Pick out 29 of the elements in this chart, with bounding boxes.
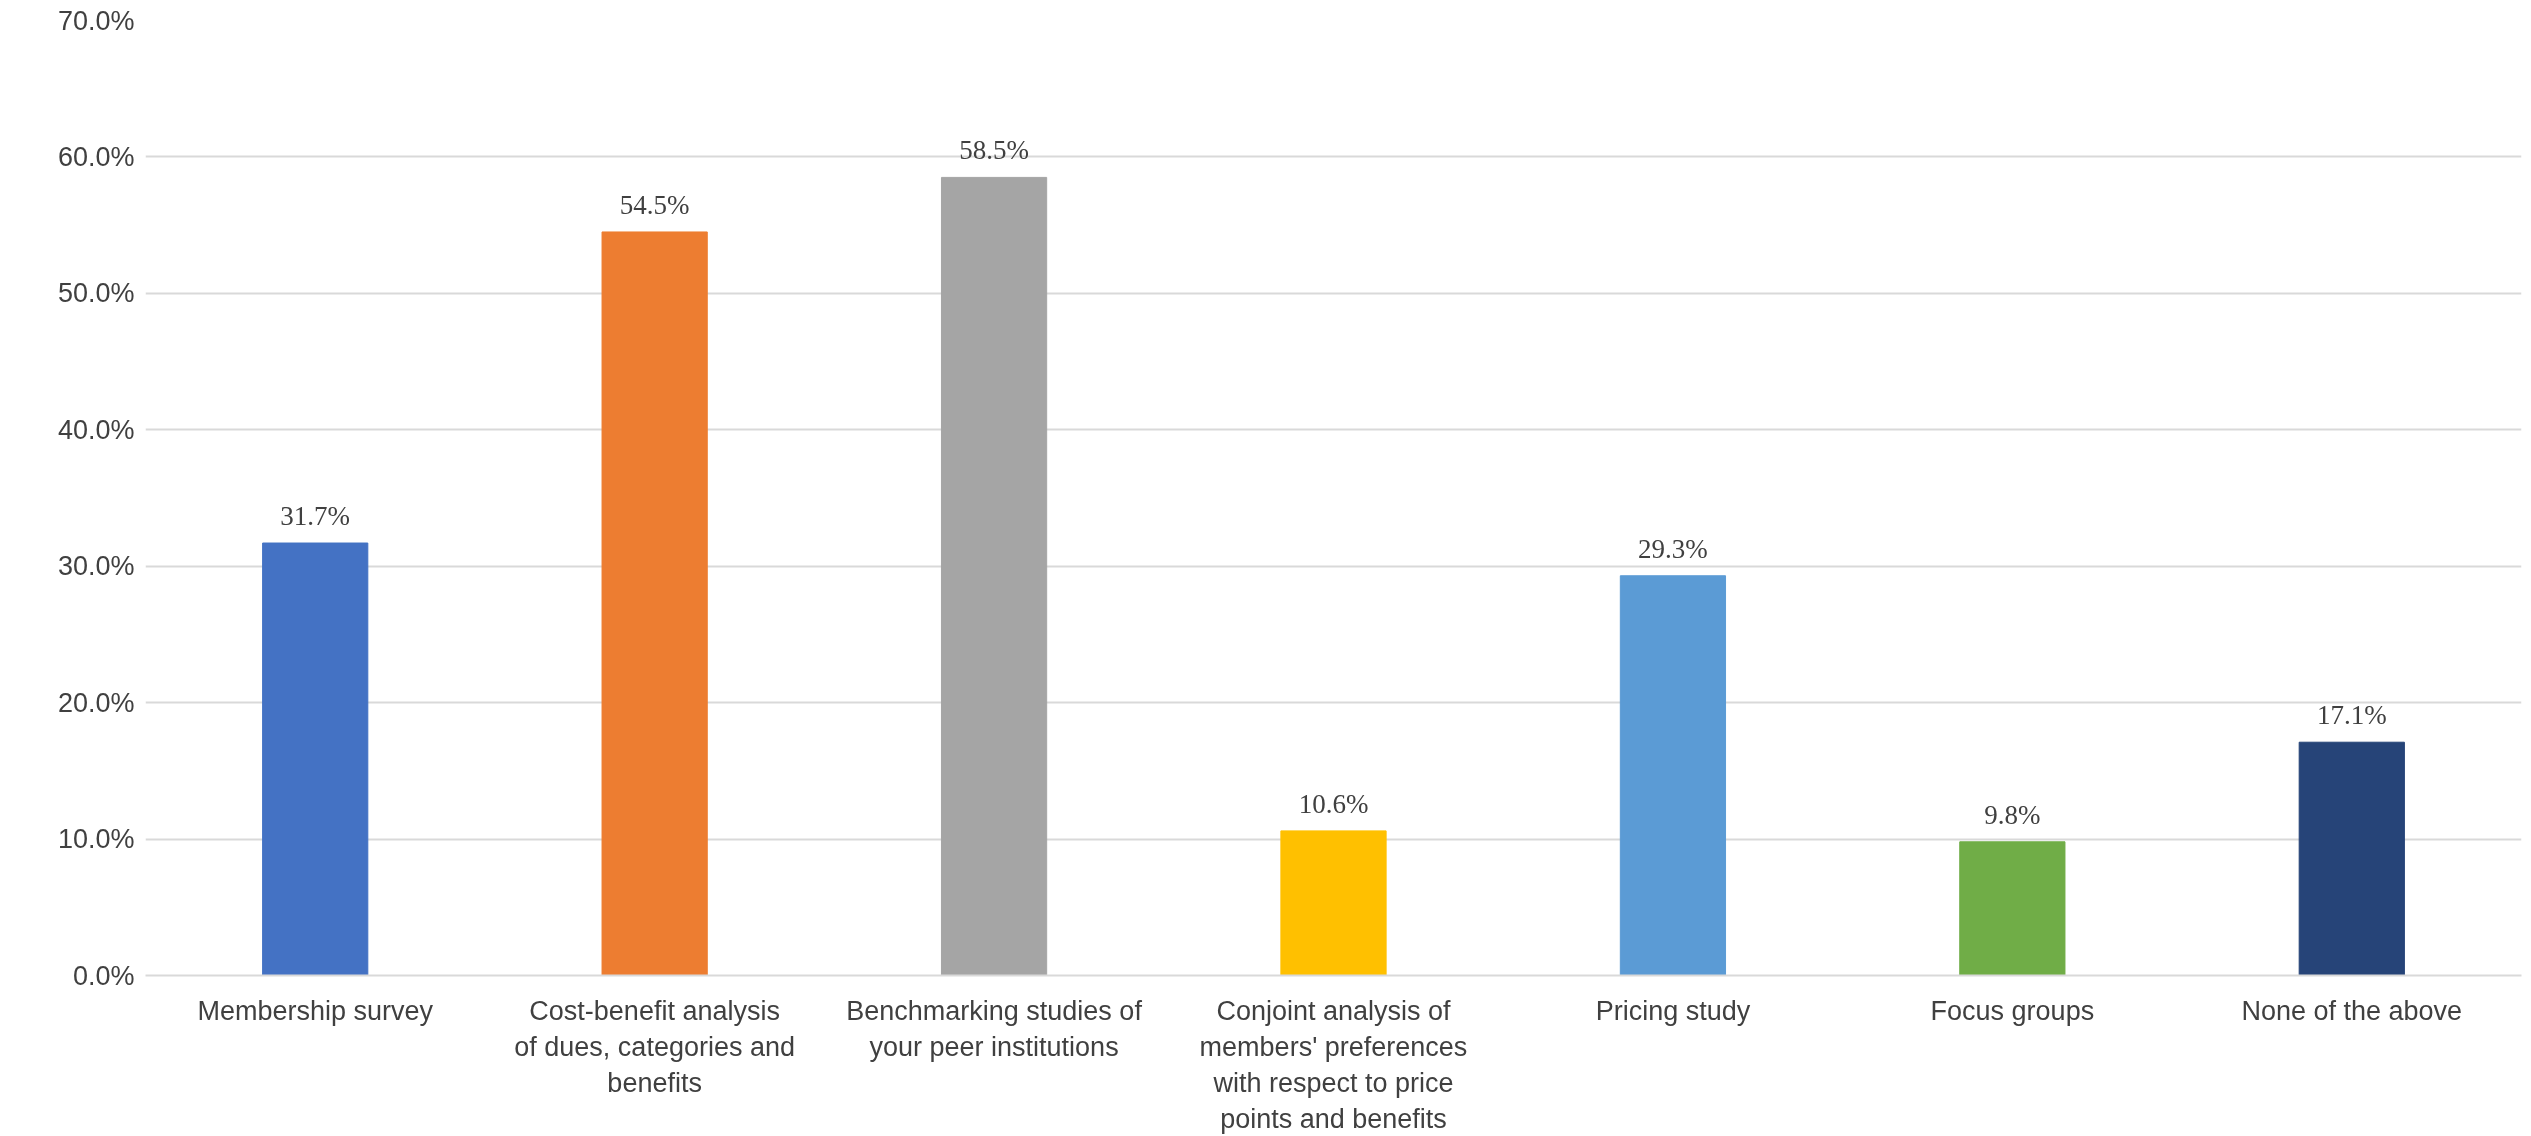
x-tick-label: Conjoint analysis of members' preferences with respect to price points and benefits xyxy=(1199,995,1468,1134)
data-label: 31.7% xyxy=(280,501,351,532)
x-tick-label: Benchmarking studies of your peer institutions xyxy=(846,995,1143,1062)
y-tick-label: 30.0% xyxy=(57,551,135,582)
data-label: 58.5% xyxy=(959,135,1029,166)
y-tick-label: 20.0% xyxy=(57,687,135,718)
bar xyxy=(2298,741,2405,976)
x-tick-label: Cost-benefit analysis of dues, categories and benefits xyxy=(514,995,795,1098)
y-tick-label: 70.0% xyxy=(57,5,135,36)
y-tick-label: 10.0% xyxy=(57,824,135,855)
bar xyxy=(1959,841,2066,976)
y-tick-label: 0.0% xyxy=(72,960,135,991)
x-tick-label: Membership survey xyxy=(197,995,434,1026)
bar xyxy=(262,542,369,976)
x-tick-label: Pricing study xyxy=(1595,995,1751,1026)
data-label: 10.6% xyxy=(1298,788,1369,819)
data-label: 54.5% xyxy=(619,189,690,220)
y-tick-label: 40.0% xyxy=(57,414,135,445)
y-tick-label: 60.0% xyxy=(57,141,135,172)
bar xyxy=(1280,830,1387,976)
bar xyxy=(601,231,708,976)
bar xyxy=(1619,575,1727,976)
data-label: 29.3% xyxy=(1638,533,1708,564)
data-label: 9.8% xyxy=(1984,799,2041,830)
x-tick-label: Focus groups xyxy=(1930,995,2095,1026)
bar xyxy=(940,176,1048,976)
x-tick-label: None of the above xyxy=(2241,995,2463,1026)
data-label: 17.1% xyxy=(2316,700,2387,731)
y-tick-label: 50.0% xyxy=(57,278,135,309)
